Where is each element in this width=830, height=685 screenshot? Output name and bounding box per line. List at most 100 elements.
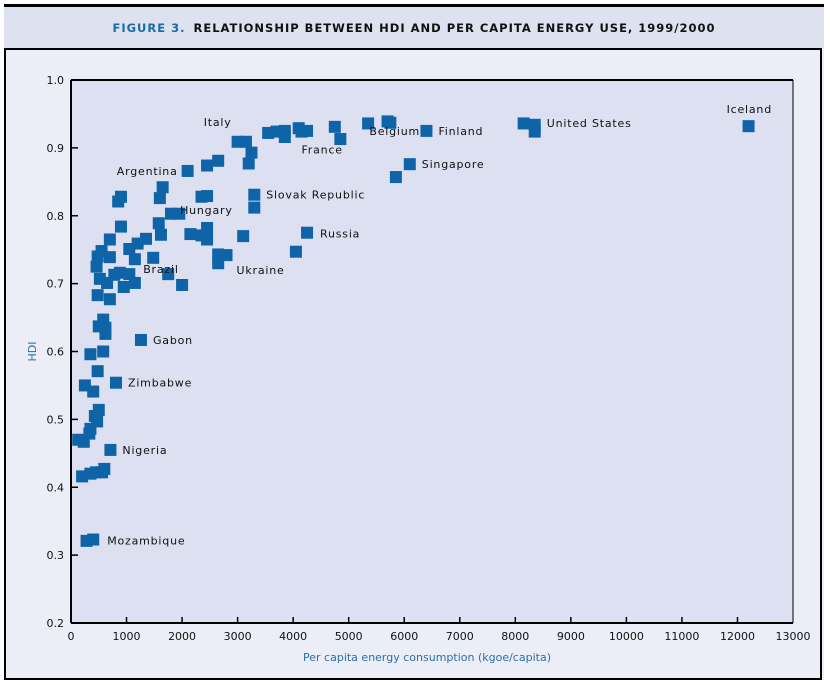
data-point	[117, 281, 130, 294]
point-label-united-states: United States	[547, 117, 632, 130]
x-tick-label: 2000	[168, 630, 196, 643]
point-label-mozambique: Mozambique	[107, 535, 185, 548]
point-label-argentina: Argentina	[117, 165, 178, 178]
data-point	[245, 146, 258, 159]
y-tick-label: 0.2	[47, 617, 65, 630]
point-label-russia: Russia	[320, 228, 360, 241]
data-point	[97, 345, 110, 358]
point-label-france: France	[301, 144, 342, 157]
y-tick-label: 0.4	[47, 481, 65, 494]
data-point	[103, 251, 116, 264]
data-point-iceland	[742, 120, 755, 133]
data-point	[362, 117, 375, 130]
data-point	[91, 289, 104, 302]
x-tick-label: 4000	[279, 630, 307, 643]
data-point-slovak-republic	[248, 188, 261, 201]
data-point	[114, 220, 127, 233]
data-point	[184, 228, 197, 241]
point-label-brazil: Brazil	[143, 263, 179, 276]
y-tick-label: 0.8	[47, 210, 65, 223]
data-point	[262, 126, 275, 139]
data-point-italy	[231, 135, 244, 148]
data-point	[173, 207, 186, 220]
data-point	[517, 117, 530, 130]
point-label-zimbabwe: Zimbabwe	[128, 377, 192, 390]
data-point	[154, 228, 167, 241]
data-point	[99, 327, 112, 340]
figure-header: FIGURE 3. RELATIONSHIP BETWEEN HDI AND P…	[4, 7, 824, 48]
data-point	[87, 385, 100, 398]
x-tick-label: 10000	[609, 630, 644, 643]
data-point-france	[295, 125, 308, 138]
data-point	[98, 462, 111, 475]
x-axis-title: Per capita energy consumption (kgoe/capi…	[303, 651, 551, 664]
figure-number: FIGURE 3.	[112, 20, 186, 35]
data-point	[91, 250, 104, 263]
x-tick-label: 7000	[446, 630, 474, 643]
data-point-singapore	[403, 158, 416, 171]
data-point	[128, 276, 141, 289]
data-point	[201, 221, 214, 234]
data-point	[90, 260, 103, 273]
x-tick-label: 6000	[390, 630, 418, 643]
data-point	[103, 293, 116, 306]
x-tick-label: 8000	[501, 630, 529, 643]
x-tick-label: 9000	[557, 630, 585, 643]
point-label-gabon: Gabon	[153, 334, 193, 347]
data-point-belgium	[384, 116, 397, 129]
figure-title: RELATIONSHIP BETWEEN HDI AND PER CAPITA …	[193, 20, 716, 35]
data-point	[152, 217, 165, 230]
data-point	[84, 348, 97, 361]
x-tick-label: 3000	[224, 630, 252, 643]
x-tick-label: 13000	[776, 630, 811, 643]
data-point	[212, 154, 225, 167]
data-point-mozambique	[87, 533, 100, 546]
point-label-iceland: Iceland	[727, 103, 772, 116]
x-tick-label: 5000	[335, 630, 363, 643]
data-point	[278, 131, 291, 144]
data-point	[101, 276, 114, 289]
data-point	[103, 233, 116, 246]
data-point	[156, 181, 169, 194]
y-tick-label: 0.7	[47, 278, 65, 291]
y-tick-label: 1.0	[47, 74, 65, 87]
data-point	[112, 195, 125, 208]
y-axis-ticks: 0.2 0.3 0.4 0.5 0.6 0.7 0.8 0.9 1.0	[47, 74, 78, 630]
point-label-belgium: Belgium	[369, 125, 420, 138]
data-point-finland	[420, 124, 433, 137]
data-point	[270, 125, 283, 138]
y-axis-title: HDI	[26, 342, 39, 362]
point-label-finland: Finland	[438, 125, 483, 138]
x-axis-ticks: 0 1000 2000 3000 4000 5000 6000 7000 8000 9000 100…	[68, 617, 811, 643]
data-point	[289, 245, 302, 258]
point-label-hungary: Hungary	[180, 204, 233, 217]
x-tick-label: 0	[68, 630, 75, 643]
data-point-zimbabwe	[109, 376, 122, 389]
data-point	[77, 435, 90, 448]
data-point	[237, 230, 250, 243]
point-label-singapore: Singapore	[422, 158, 485, 171]
data-point-brazil	[147, 251, 160, 264]
data-point-nigeria	[104, 443, 117, 456]
data-point	[201, 159, 214, 172]
point-labels: Iceland United States Finland Belgium Singap…	[107, 103, 772, 548]
data-point	[153, 192, 166, 205]
data-point-argentina	[181, 164, 194, 177]
x-tick-label: 1000	[113, 630, 141, 643]
data-point	[176, 278, 189, 291]
data-point	[528, 125, 541, 138]
data-point	[162, 268, 175, 281]
data-point	[91, 365, 104, 378]
y-tick-label: 0.5	[47, 413, 65, 426]
data-point-united-states	[528, 118, 541, 131]
point-label-slovak-republic: Slovak Republic	[266, 189, 365, 202]
y-tick-label: 0.3	[47, 549, 65, 562]
data-point	[123, 243, 136, 256]
x-tick-label: 11000	[664, 630, 699, 643]
point-label-ukraine: Ukraine	[237, 264, 285, 277]
data-point-ukraine	[220, 249, 233, 262]
data-point	[389, 171, 402, 184]
data-point	[328, 120, 341, 133]
data-point-gabon	[134, 333, 147, 346]
